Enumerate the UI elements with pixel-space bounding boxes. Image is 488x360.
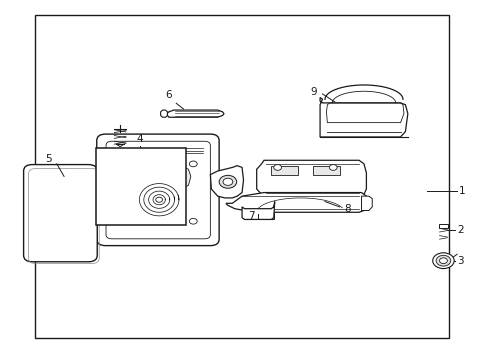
Text: 4: 4 — [136, 134, 142, 144]
Polygon shape — [256, 160, 366, 196]
Text: 2: 2 — [457, 225, 463, 235]
Circle shape — [439, 258, 447, 264]
FancyBboxPatch shape — [23, 165, 97, 262]
Bar — [165, 217, 180, 224]
Polygon shape — [242, 202, 274, 220]
Polygon shape — [122, 167, 157, 194]
Bar — [136, 217, 151, 224]
Polygon shape — [161, 166, 190, 191]
Bar — [438, 224, 447, 228]
Polygon shape — [361, 196, 371, 211]
Text: 7: 7 — [247, 211, 254, 221]
Circle shape — [435, 255, 450, 266]
Text: 5: 5 — [45, 154, 52, 164]
Polygon shape — [320, 98, 407, 137]
Circle shape — [219, 175, 236, 188]
Circle shape — [432, 253, 453, 269]
Bar — [312, 166, 339, 175]
Circle shape — [126, 219, 134, 224]
Bar — [263, 212, 273, 220]
Text: 9: 9 — [309, 87, 316, 97]
Circle shape — [273, 165, 281, 170]
Circle shape — [156, 197, 162, 202]
Circle shape — [126, 161, 134, 167]
Text: 3: 3 — [457, 256, 463, 266]
Bar — [35, 15, 448, 338]
Circle shape — [189, 161, 197, 167]
Text: 1: 1 — [458, 186, 465, 196]
Polygon shape — [166, 110, 224, 117]
FancyBboxPatch shape — [97, 134, 219, 246]
Circle shape — [329, 165, 336, 170]
Circle shape — [223, 178, 232, 185]
Polygon shape — [225, 193, 368, 212]
Polygon shape — [160, 110, 167, 117]
Bar — [271, 166, 298, 175]
Circle shape — [189, 219, 197, 224]
Bar — [96, 148, 185, 225]
Text: 8: 8 — [344, 204, 350, 215]
Text: 6: 6 — [165, 90, 172, 100]
Polygon shape — [210, 166, 243, 198]
